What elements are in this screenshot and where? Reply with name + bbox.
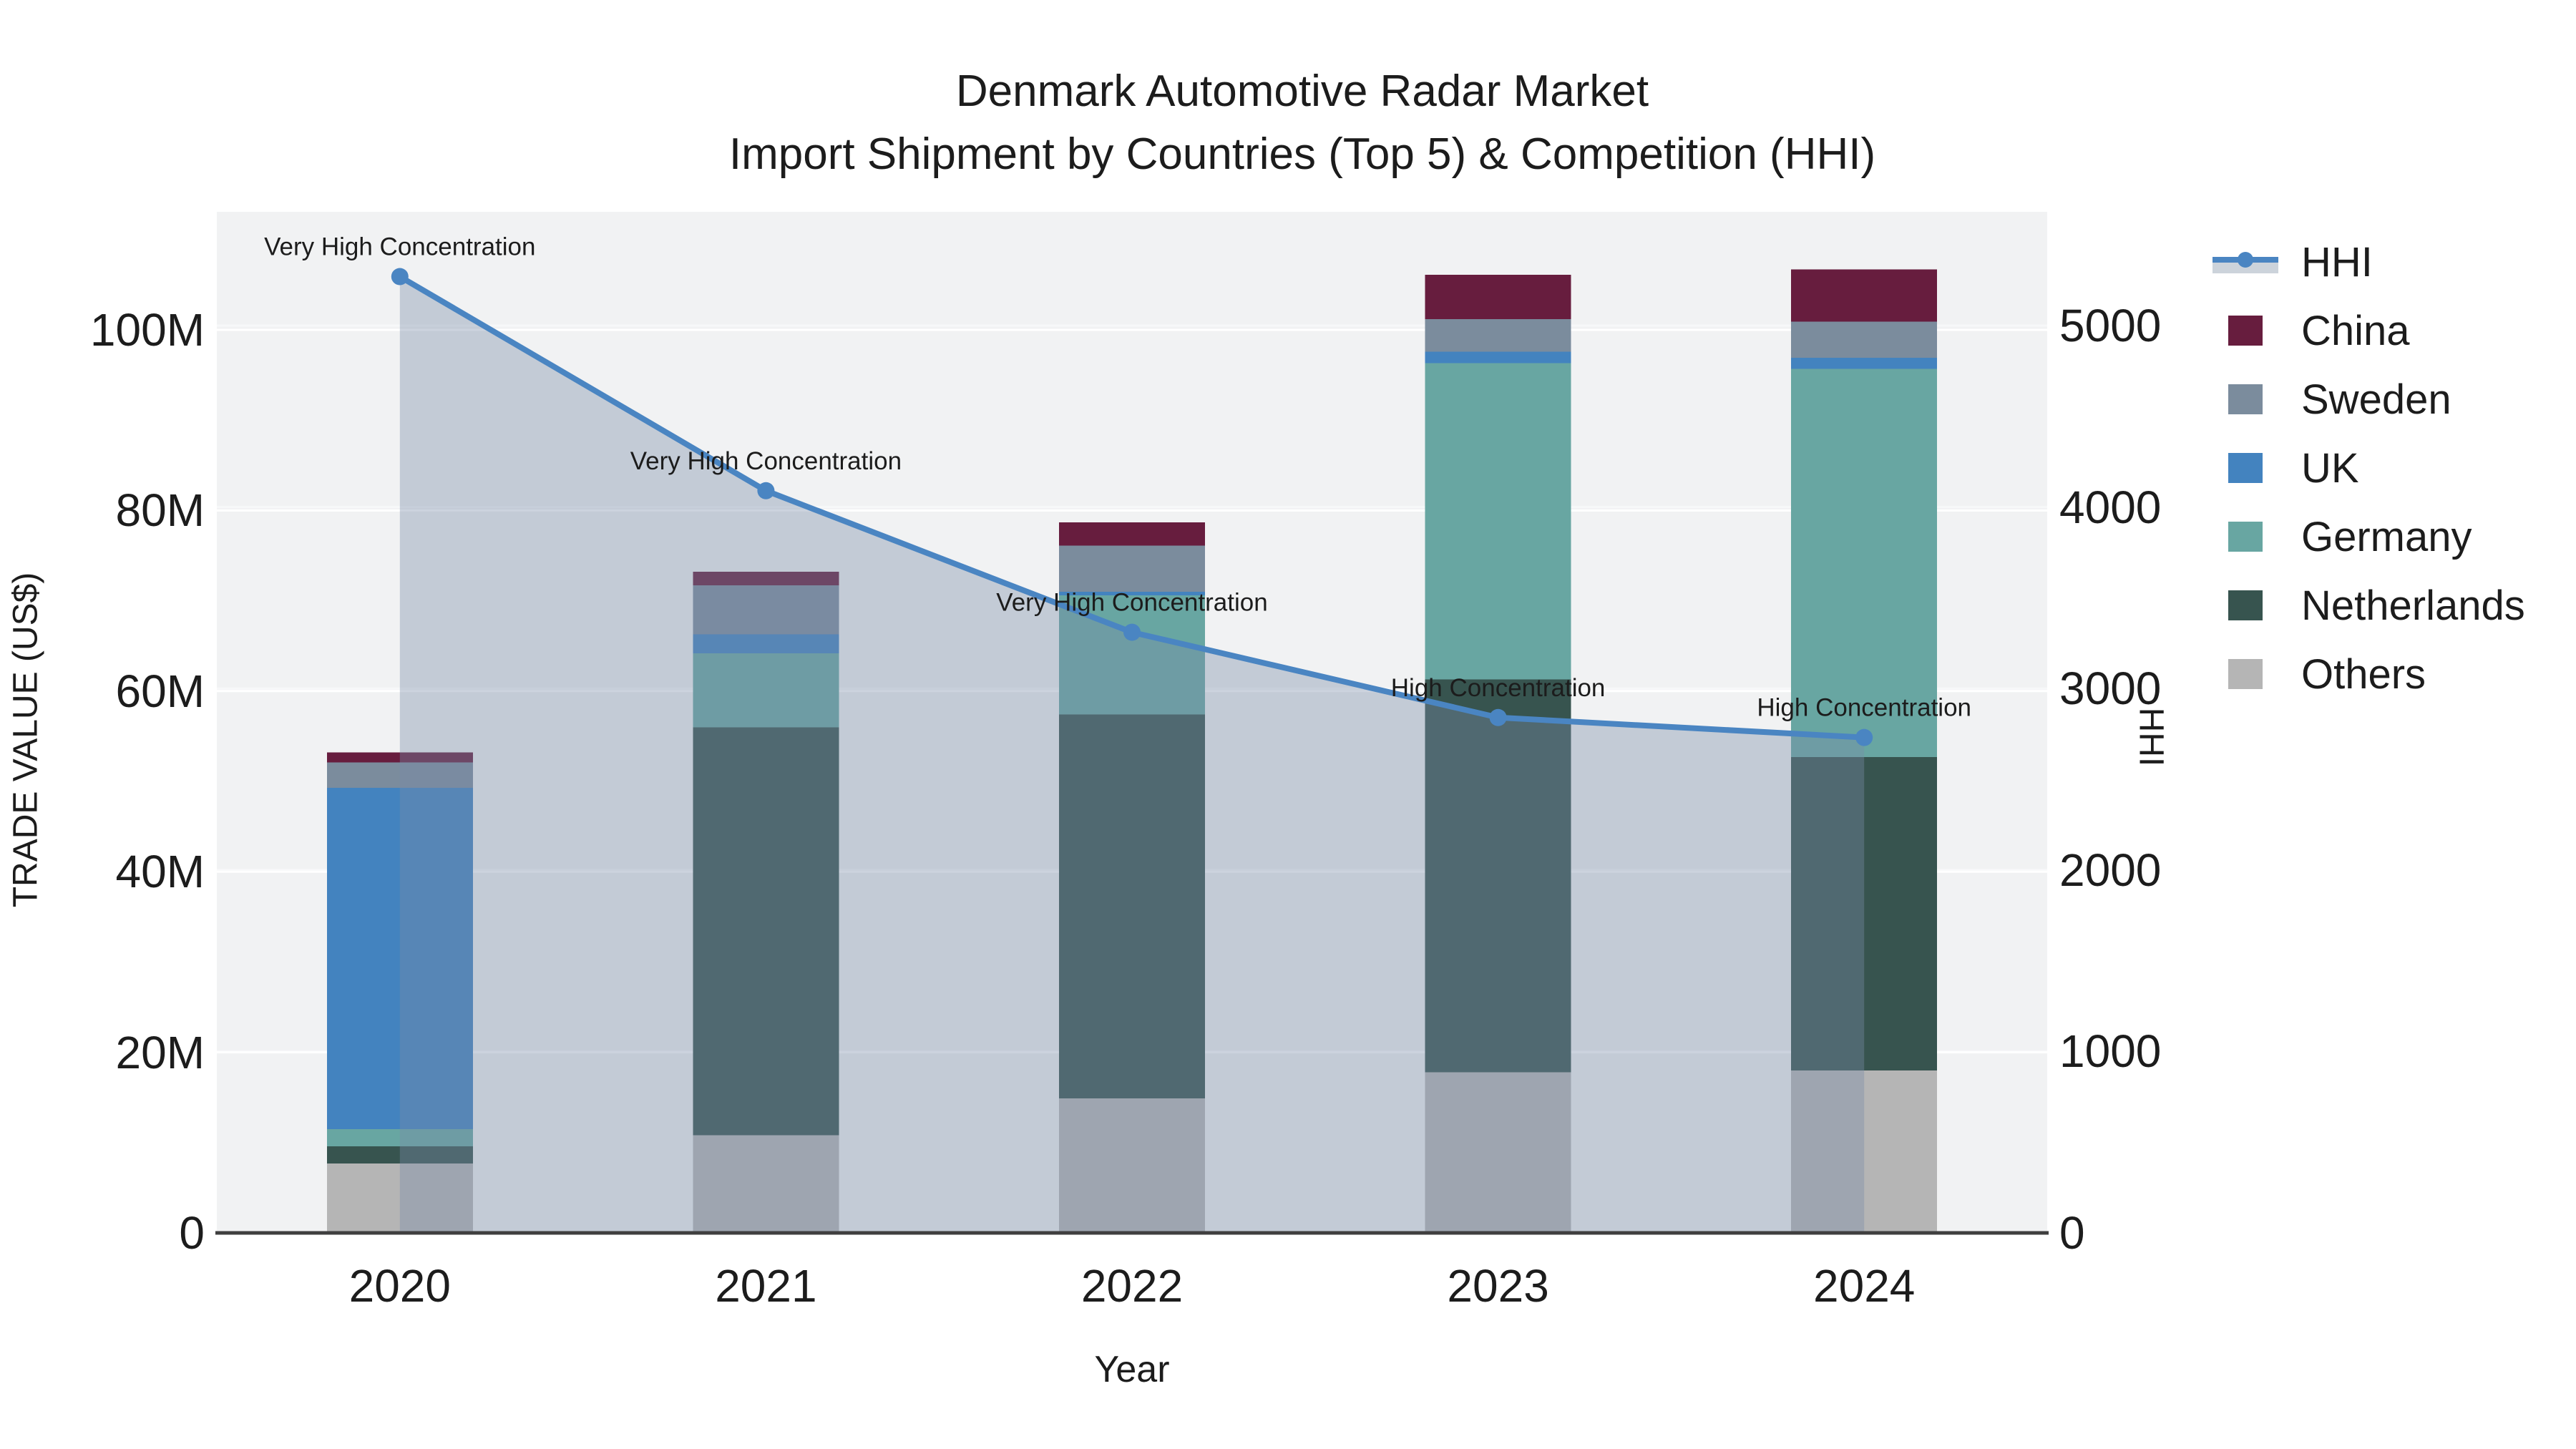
y-right-tick: 0 [2059, 1207, 2085, 1259]
bar-segment-netherlands-2022 [1059, 714, 1205, 1098]
legend-label: Netherlands [2301, 582, 2525, 629]
legend-item-germany[interactable]: Germany [2205, 502, 2525, 571]
hhi-area-fill [399, 276, 1865, 1233]
x-tick-2020: 2020 [348, 1260, 451, 1312]
y-right-tick: 3000 [2059, 663, 2162, 715]
bar-segment-others-2020 [326, 1163, 473, 1233]
bar-segment-uk-2023 [1425, 351, 1571, 364]
y-left-tick: 60M [115, 665, 205, 717]
chart-title-line1: Denmark Automotive Radar Market [955, 67, 1649, 116]
y-right-axis-title: HHI [2132, 707, 2170, 767]
legend-label: UK [2301, 444, 2359, 492]
y-right-tick: 1000 [2059, 1025, 2162, 1078]
chart-title: Denmark Automotive Radar Market Import S… [0, 60, 2576, 186]
bar-segment-germany-2021 [693, 653, 839, 728]
sweden-swatch-icon [2228, 384, 2263, 414]
bar-segment-germany-2020 [326, 1128, 473, 1146]
china-swatch-icon [2228, 316, 2263, 346]
y-left-tick: 20M [115, 1026, 205, 1078]
bar-segment-uk-2024 [1791, 358, 1938, 369]
hhi-annotation-2022: Very High Concentration [996, 589, 1267, 617]
x-tick-2024: 2024 [1813, 1260, 1916, 1312]
legend-label: China [2301, 307, 2410, 354]
hhi-annotation-2020: Very High Concentration [264, 233, 535, 261]
legend-item-others[interactable]: Others [2205, 640, 2525, 708]
bar-segment-china-2021 [693, 572, 839, 586]
legend-label: HHI [2301, 238, 2373, 286]
y-right-tick: 2000 [2059, 844, 2162, 896]
hhi-marker-2020[interactable] [391, 268, 409, 286]
legend-item-uk[interactable]: UK [2205, 434, 2525, 502]
bar-segment-uk-2021 [693, 634, 839, 653]
bar-segment-netherlands-2021 [693, 727, 839, 1136]
x-tick-2023: 2023 [1447, 1260, 1549, 1312]
hhi-marker-2021[interactable] [757, 482, 775, 499]
netherlands-swatch-icon [2228, 590, 2263, 620]
bar-segment-china-2020 [326, 752, 473, 763]
hhi-line-icon [2205, 240, 2285, 283]
y-right-tick: 5000 [2059, 300, 2162, 351]
legend-item-netherlands[interactable]: Netherlands [2205, 571, 2525, 640]
legend: HHI China Sweden UK Germany Netherlands … [2205, 228, 2525, 708]
germany-swatch-icon [2228, 522, 2263, 552]
hhi-annotation-2024: High Concentration [1757, 694, 1971, 722]
bar-segment-sweden-2020 [326, 762, 473, 788]
y-right-tick: 4000 [2059, 481, 2162, 533]
chart-title-line2: Import Shipment by Countries (Top 5) & C… [728, 130, 1876, 180]
legend-item-sweden[interactable]: Sweden [2205, 365, 2525, 434]
bar-segment-others-2023 [1425, 1072, 1571, 1233]
bar-segment-china-2023 [1425, 275, 1571, 319]
bar-segment-germany-2024 [1791, 369, 1938, 757]
bar-segment-netherlands-2023 [1425, 679, 1571, 1073]
bar-segment-china-2024 [1791, 269, 1938, 322]
hhi-marker-2023[interactable] [1489, 708, 1507, 726]
legend-label: Sweden [2301, 376, 2451, 423]
others-swatch-icon [2228, 659, 2263, 689]
bar-segment-netherlands-2024 [1791, 756, 1938, 1070]
legend-item-china[interactable]: China [2205, 296, 2525, 365]
bar-segment-sweden-2023 [1425, 318, 1571, 352]
hhi-annotation-2023: High Concentration [1391, 674, 1606, 702]
bar-segment-uk-2020 [326, 787, 473, 1129]
bar-segment-sweden-2024 [1791, 321, 1938, 358]
legend-label: Germany [2301, 513, 2472, 560]
hhi-marker-2022[interactable] [1123, 623, 1141, 641]
y-left-tick: 100M [89, 304, 205, 356]
legend-item-hhi[interactable]: HHI [2205, 228, 2525, 296]
y-left-tick: 80M [115, 484, 205, 537]
hhi-marker-2024[interactable] [1855, 728, 1873, 746]
bar-segment-germany-2023 [1425, 363, 1571, 680]
x-axis-title: Year [1094, 1349, 1170, 1390]
y-left-tick: 40M [115, 846, 205, 898]
bar-segment-others-2021 [693, 1135, 839, 1233]
bar-segment-sweden-2021 [693, 585, 839, 635]
y-left-tick: 0 [179, 1207, 205, 1259]
bar-segment-sweden-2022 [1059, 545, 1205, 592]
bar-segment-netherlands-2020 [326, 1146, 473, 1163]
bar-segment-uk-2022 [1059, 591, 1205, 596]
x-tick-2021: 2021 [715, 1260, 817, 1312]
x-tick-2022: 2022 [1080, 1260, 1184, 1312]
uk-swatch-icon [2228, 453, 2263, 483]
legend-label: Others [2301, 650, 2426, 698]
bar-segment-others-2024 [1791, 1070, 1938, 1233]
hhi-annotation-2021: Very High Concentration [630, 447, 902, 475]
bar-segment-others-2022 [1059, 1098, 1205, 1233]
bar-segment-china-2022 [1059, 522, 1205, 546]
